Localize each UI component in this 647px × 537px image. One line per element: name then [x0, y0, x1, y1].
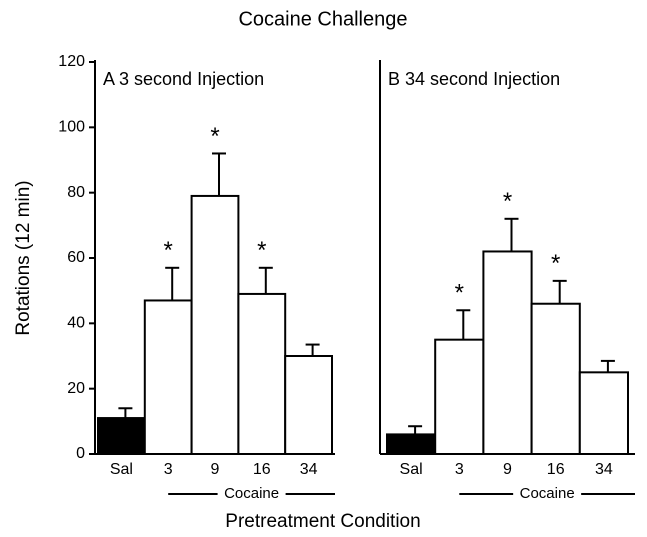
- bar: [386, 433, 437, 455]
- significance-marker: *: [455, 280, 464, 307]
- bar: [143, 299, 193, 456]
- group-label: Cocaine: [520, 485, 575, 502]
- group-label: Cocaine: [224, 485, 279, 502]
- bar: [530, 302, 581, 455]
- significance-marker: *: [164, 237, 173, 264]
- bar: [190, 194, 240, 456]
- bar: [434, 338, 485, 455]
- x-tick-label: 16: [253, 461, 271, 478]
- y-tick-label: 100: [58, 119, 85, 136]
- y-axis-label: Rotations (12 min): [13, 180, 34, 335]
- y-tick-label: 40: [67, 315, 85, 332]
- bar: [284, 355, 334, 455]
- bar: [578, 371, 629, 456]
- chart-title: Cocaine Challenge: [238, 8, 407, 30]
- y-tick-label: 60: [67, 249, 85, 266]
- x-tick-label: 3: [164, 461, 173, 478]
- significance-marker: *: [210, 123, 219, 150]
- x-tick-label: 16: [547, 461, 565, 478]
- bar: [482, 250, 533, 455]
- significance-marker: *: [257, 237, 266, 264]
- panel-title: B 34 second Injection: [388, 69, 560, 89]
- y-tick-label: 120: [58, 53, 85, 70]
- x-tick-label: 3: [455, 461, 464, 478]
- x-tick-label: 34: [595, 461, 613, 478]
- x-axis-label: Pretreatment Condition: [225, 511, 420, 532]
- significance-marker: *: [503, 188, 512, 215]
- y-tick-label: 20: [67, 380, 85, 397]
- x-tick-label: Sal: [110, 461, 133, 478]
- y-tick-label: 0: [76, 445, 85, 462]
- x-tick-label: 34: [300, 461, 318, 478]
- x-tick-label: 9: [211, 461, 220, 478]
- significance-marker: *: [551, 250, 560, 277]
- bar: [97, 417, 146, 456]
- bar: [237, 292, 287, 455]
- y-tick-label: 80: [67, 184, 85, 201]
- panel-title: A 3 second Injection: [103, 69, 264, 89]
- x-tick-label: 9: [503, 461, 512, 478]
- x-tick-label: Sal: [400, 461, 423, 478]
